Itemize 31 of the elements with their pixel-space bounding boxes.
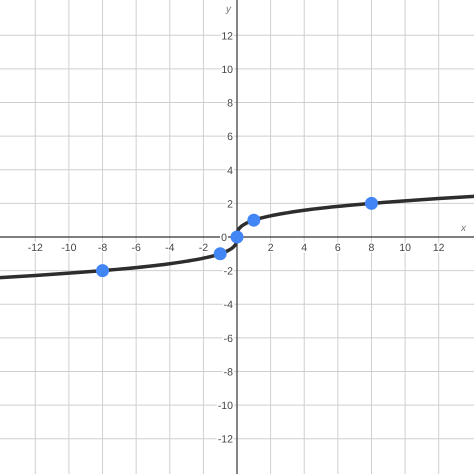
- x-tick-label: -12: [28, 242, 44, 254]
- y-tick-label: 12: [221, 30, 234, 42]
- x-tick-label: -4: [165, 242, 175, 254]
- x-tick-label: 8: [368, 242, 375, 254]
- x-tick-label: 12: [432, 242, 445, 254]
- y-tick-label: -8: [224, 366, 234, 378]
- x-tick-label: 4: [301, 242, 308, 254]
- y-tick-label: -2: [224, 266, 234, 278]
- x-tick-label: 2: [268, 242, 274, 254]
- y-tick-label: 10: [221, 64, 234, 76]
- y-tick-label: -4: [224, 299, 234, 312]
- y-tick-label: -6: [224, 332, 234, 345]
- y-tick-label: 2: [227, 198, 234, 210]
- y-tick-label: -12: [218, 434, 234, 446]
- x-tick-label: -6: [131, 242, 141, 254]
- x-axis-title: x: [460, 223, 467, 234]
- point: [364, 196, 378, 210]
- x-tick-label: -8: [98, 242, 108, 254]
- y-tick-label: -10: [218, 400, 234, 412]
- point: [230, 230, 244, 244]
- y-tick-label: 6: [227, 131, 234, 144]
- x-tick-label: 10: [399, 242, 412, 254]
- y-tick-label: 4: [227, 164, 234, 177]
- x-tick-label: -10: [61, 242, 77, 254]
- point: [96, 264, 110, 278]
- x-tick-label: -2: [198, 242, 208, 254]
- x-tick-label: 6: [334, 242, 341, 254]
- y-axis-title: y: [225, 4, 232, 15]
- point: [214, 247, 227, 260]
- point: [247, 214, 260, 227]
- y-tick-label: 8: [227, 98, 234, 110]
